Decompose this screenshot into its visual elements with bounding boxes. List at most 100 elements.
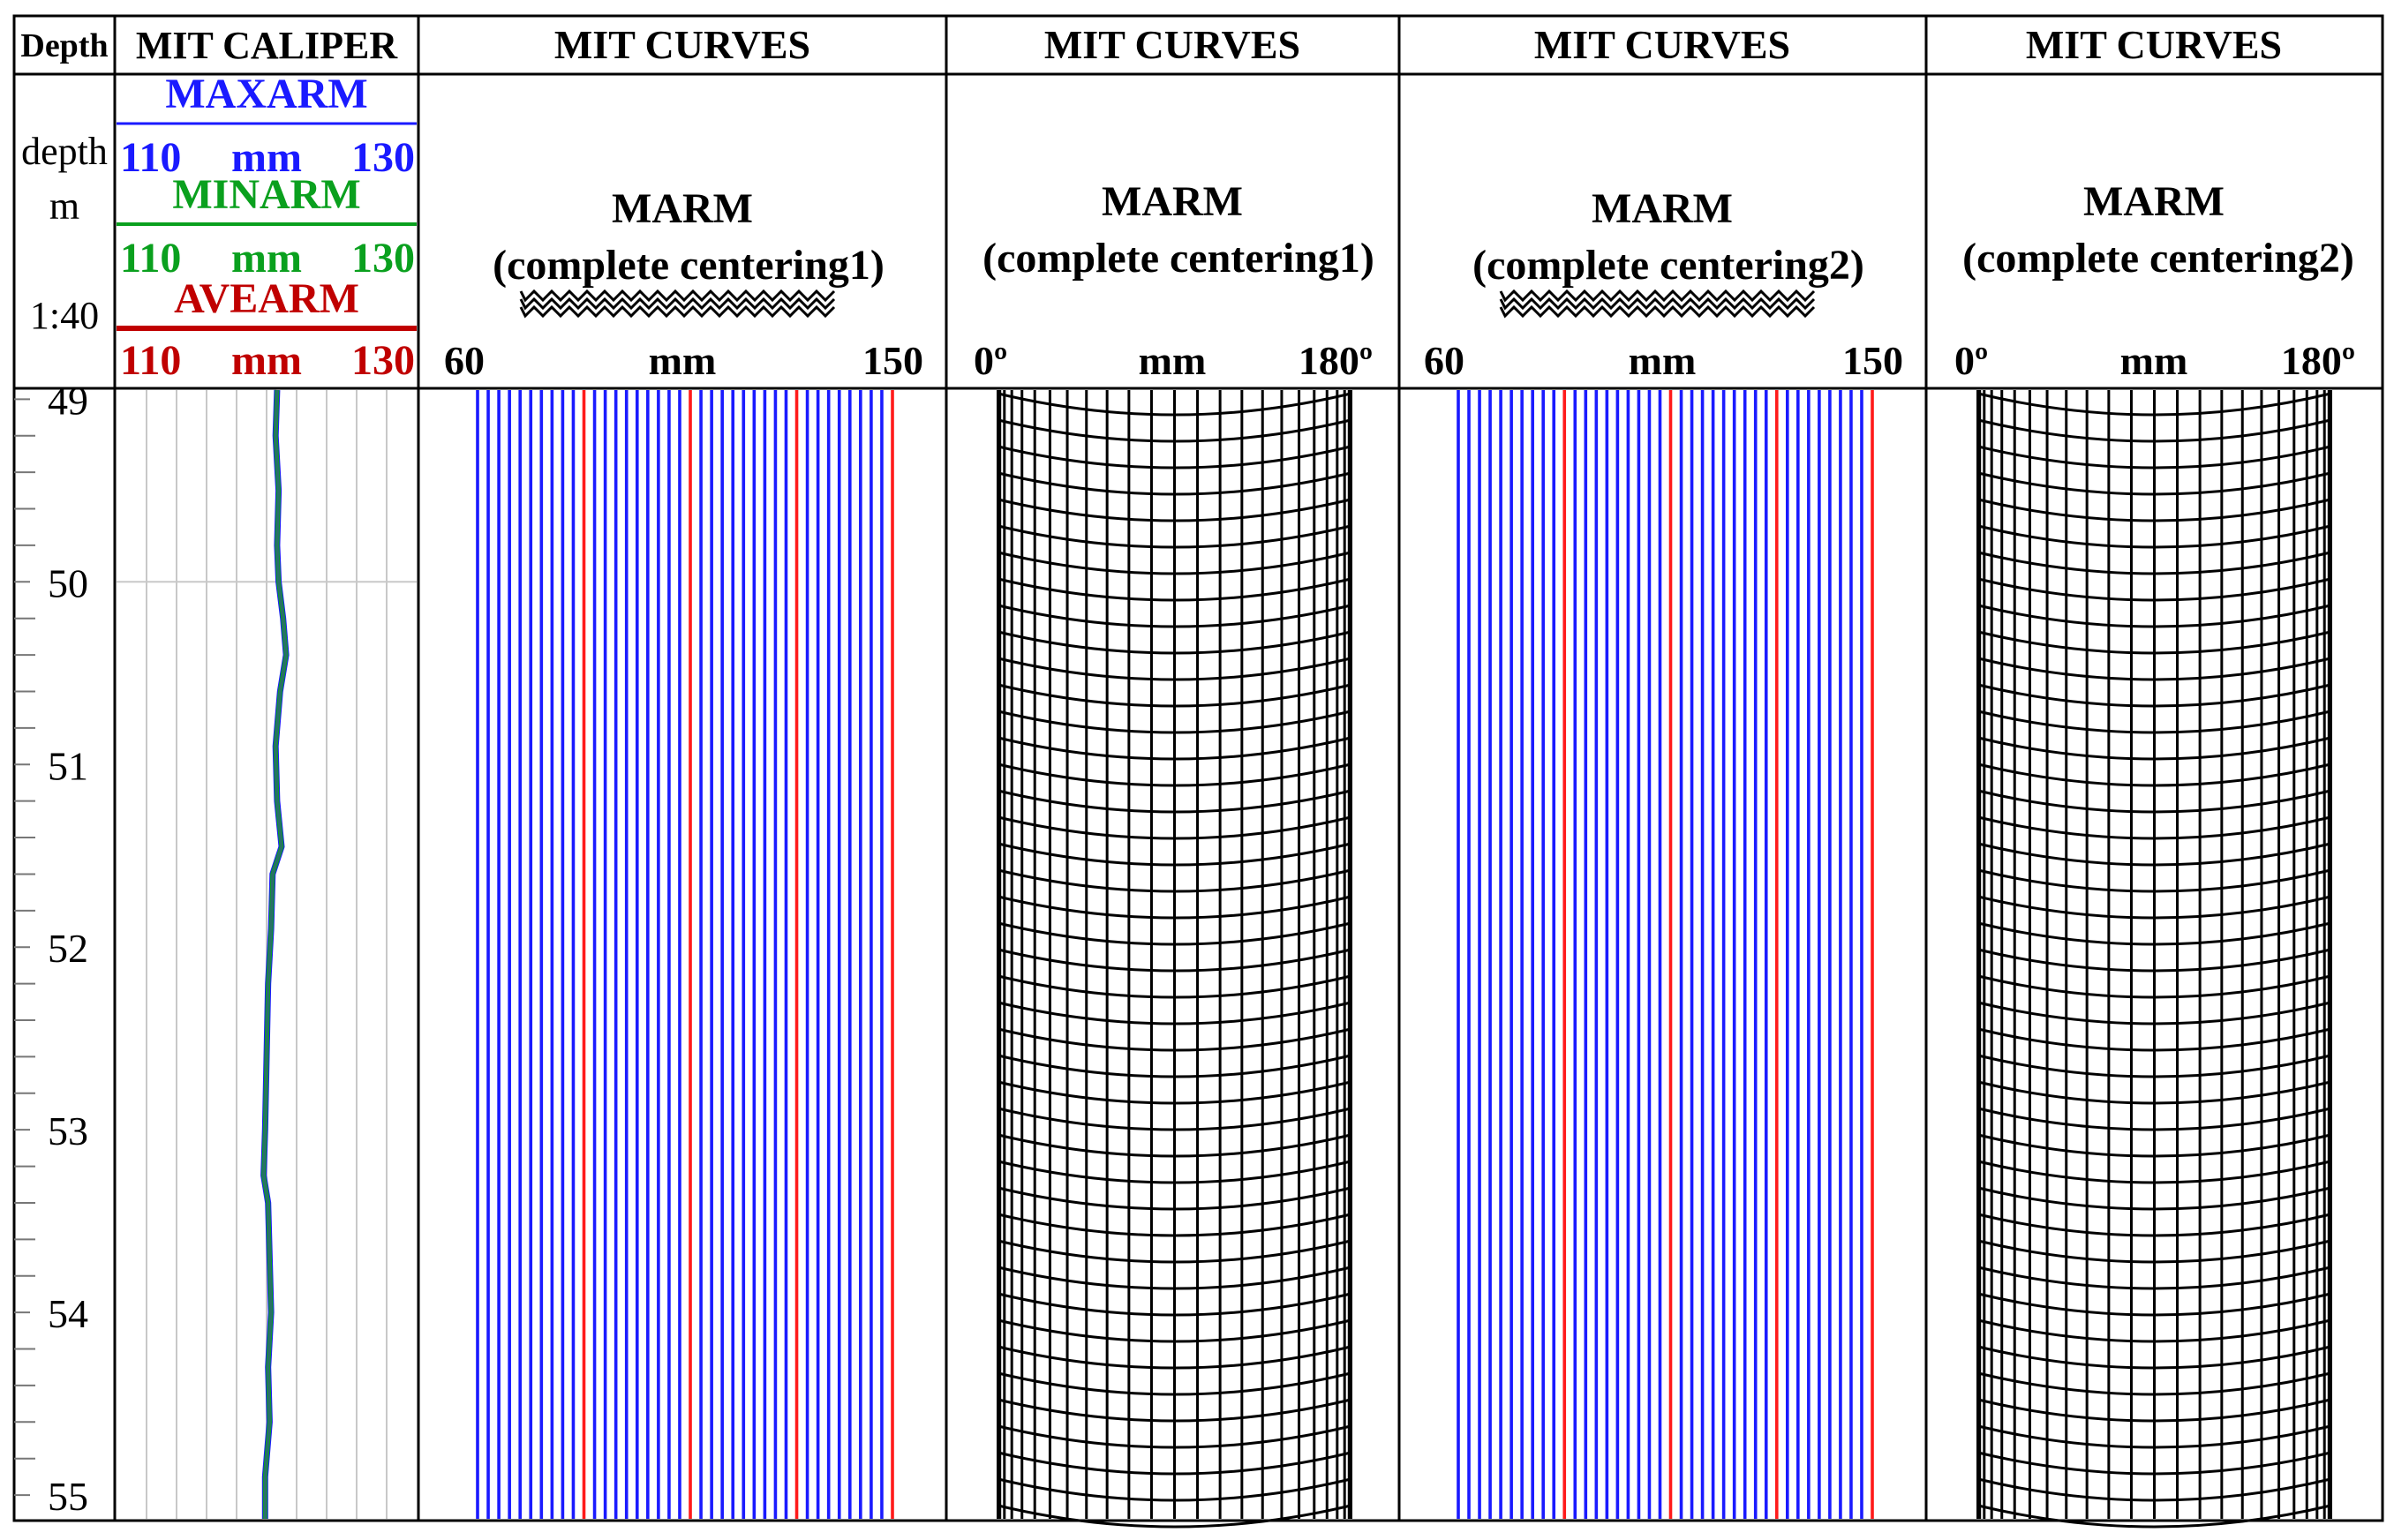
cylinder-ring xyxy=(1977,1186,2331,1211)
cylinder-ring xyxy=(998,418,1351,443)
maxarm-max: 130 xyxy=(351,134,415,181)
caliper-legend: MAXARM 110 mm 130 MINARM 110 mm 130 AVEA… xyxy=(117,71,417,384)
curves-track-2-line1: MARM xyxy=(1102,178,1243,225)
depth-unit-label: m xyxy=(49,184,79,228)
wave-stroke xyxy=(1499,304,1816,319)
cylinder-ring xyxy=(1977,445,2331,470)
cylinder-ring xyxy=(1977,1027,2331,1052)
cylinder-ring xyxy=(1977,1239,2331,1264)
cylinder-ring xyxy=(998,1451,1351,1476)
cylinder-ring xyxy=(1977,1213,2331,1237)
log-frame xyxy=(12,14,2384,1522)
cylinder-ring xyxy=(1977,630,2331,655)
cylinder-ring xyxy=(998,736,1351,761)
curves-track-2-scale-max: 180º xyxy=(1299,338,1373,383)
cylinder-ring xyxy=(998,471,1351,496)
depth-tick-label: 50 xyxy=(48,560,88,605)
avearm-max: 130 xyxy=(351,337,415,384)
minarm-label: MINARM xyxy=(172,171,360,218)
minarm-unit: mm xyxy=(231,235,302,282)
cylinder-ring xyxy=(998,1345,1351,1370)
cylinder-ring xyxy=(1977,577,2331,602)
curves-track-1-scale-max: 150 xyxy=(862,338,923,383)
curves-track-2-header: MARM (complete centering1) 0º mm 180º xyxy=(974,178,1374,383)
cylinder-ring xyxy=(998,842,1351,867)
depth-axis: 49 50 51 52 53 54 55 xyxy=(14,378,88,1519)
cylinder-ring xyxy=(1977,815,2331,840)
cylinder-ring xyxy=(998,1398,1351,1423)
minarm-min: 110 xyxy=(120,235,181,282)
cylinder-ring xyxy=(998,1239,1351,1264)
depth-tick-label: 52 xyxy=(48,926,88,971)
curves-track-1-line1: MARM xyxy=(612,185,753,232)
depth-scale-label: 1:40 xyxy=(30,294,99,337)
cylinder-ring xyxy=(998,683,1351,708)
curves-track-2-line2: (complete centering1) xyxy=(982,235,1374,282)
cylinder-curves-panel-1 xyxy=(997,390,1352,1529)
cylinder-ring xyxy=(998,445,1351,470)
cylinder-ring xyxy=(1977,1133,2331,1158)
cylinder-ring xyxy=(1977,1477,2331,1502)
cylinder-ring xyxy=(998,524,1351,549)
curves-track-1-line2: (complete centering1) xyxy=(493,242,885,289)
cylinder-ring xyxy=(998,1213,1351,1237)
cylinder-ring xyxy=(1977,1160,2331,1184)
cylinder-ring xyxy=(1977,418,2331,443)
cylinder-ring xyxy=(998,392,1351,417)
cylinder-ring xyxy=(1977,683,2331,708)
curves-track-3-scale-max: 150 xyxy=(1842,338,1903,383)
wave-stroke xyxy=(1499,289,1816,303)
cylinder-ring xyxy=(998,498,1351,522)
curves-track-1-header: MARM (complete centering1) 60 mm 150 xyxy=(444,185,923,383)
cylinder-ring xyxy=(998,630,1351,655)
curves-track-3-line1: MARM xyxy=(1592,185,1733,232)
curves-track-3-line2: (complete centering2) xyxy=(1472,242,1864,289)
cylinder-ring xyxy=(1977,736,2331,761)
cylinder-ring xyxy=(998,868,1351,893)
wave-stroke xyxy=(519,289,836,303)
maxarm-unit: mm xyxy=(231,134,302,181)
wave-glyph-icon xyxy=(1499,289,1816,319)
caliper-track-title: MIT CALIPER xyxy=(136,24,398,67)
cylinder-ring xyxy=(998,577,1351,602)
cylinder-ring xyxy=(1977,789,2331,814)
cylinder-ring xyxy=(998,1001,1351,1025)
cylinder-ring xyxy=(998,1133,1351,1158)
cylinder-ring xyxy=(1977,868,2331,893)
depth-tick-label: 54 xyxy=(48,1291,88,1336)
cylinder-ring xyxy=(998,815,1351,840)
cylinder-ring xyxy=(998,895,1351,920)
cylinder-ring xyxy=(998,974,1351,999)
cylinder-ring xyxy=(1977,762,2331,787)
cylinder-ring xyxy=(1977,710,2331,734)
maxarm-min: 110 xyxy=(120,134,181,181)
depth-track-title: Depth xyxy=(20,27,108,64)
cylinder-ring xyxy=(998,1080,1351,1105)
cylinder-ring xyxy=(998,710,1351,734)
cylinder-ring xyxy=(1977,1424,2331,1449)
cylinder-ring xyxy=(1977,1080,2331,1105)
curves-track-2-title: MIT CURVES xyxy=(1044,22,1300,67)
wave-stroke xyxy=(519,304,836,319)
cylinder-curves-panel-2 xyxy=(1976,390,2332,1529)
cylinder-ring xyxy=(1977,498,2331,522)
cylinder-ring xyxy=(998,1318,1351,1343)
wave-glyph-icon xyxy=(519,289,836,319)
cylinder-ring xyxy=(1977,1371,2331,1396)
curves-track-2-scale-min: 0º xyxy=(974,338,1007,383)
depth-tick-label: 51 xyxy=(48,743,88,788)
cylinder-ring xyxy=(998,657,1351,681)
cylinder-ring xyxy=(998,1186,1351,1211)
cylinder-ring xyxy=(1977,1504,2331,1529)
avearm-min: 110 xyxy=(120,337,181,384)
avearm-unit: mm xyxy=(231,337,302,384)
cylinder-ring xyxy=(1977,392,2331,417)
cylinder-ring xyxy=(998,1292,1351,1317)
cylinder-ring xyxy=(998,1424,1351,1449)
cylinder-ring xyxy=(1977,1345,2331,1370)
cylinder-ring xyxy=(1977,1054,2331,1078)
cylinder-ring xyxy=(1977,948,2331,973)
curves-track-4-line1: MARM xyxy=(2083,178,2225,225)
cylinder-ring xyxy=(1977,1001,2331,1025)
